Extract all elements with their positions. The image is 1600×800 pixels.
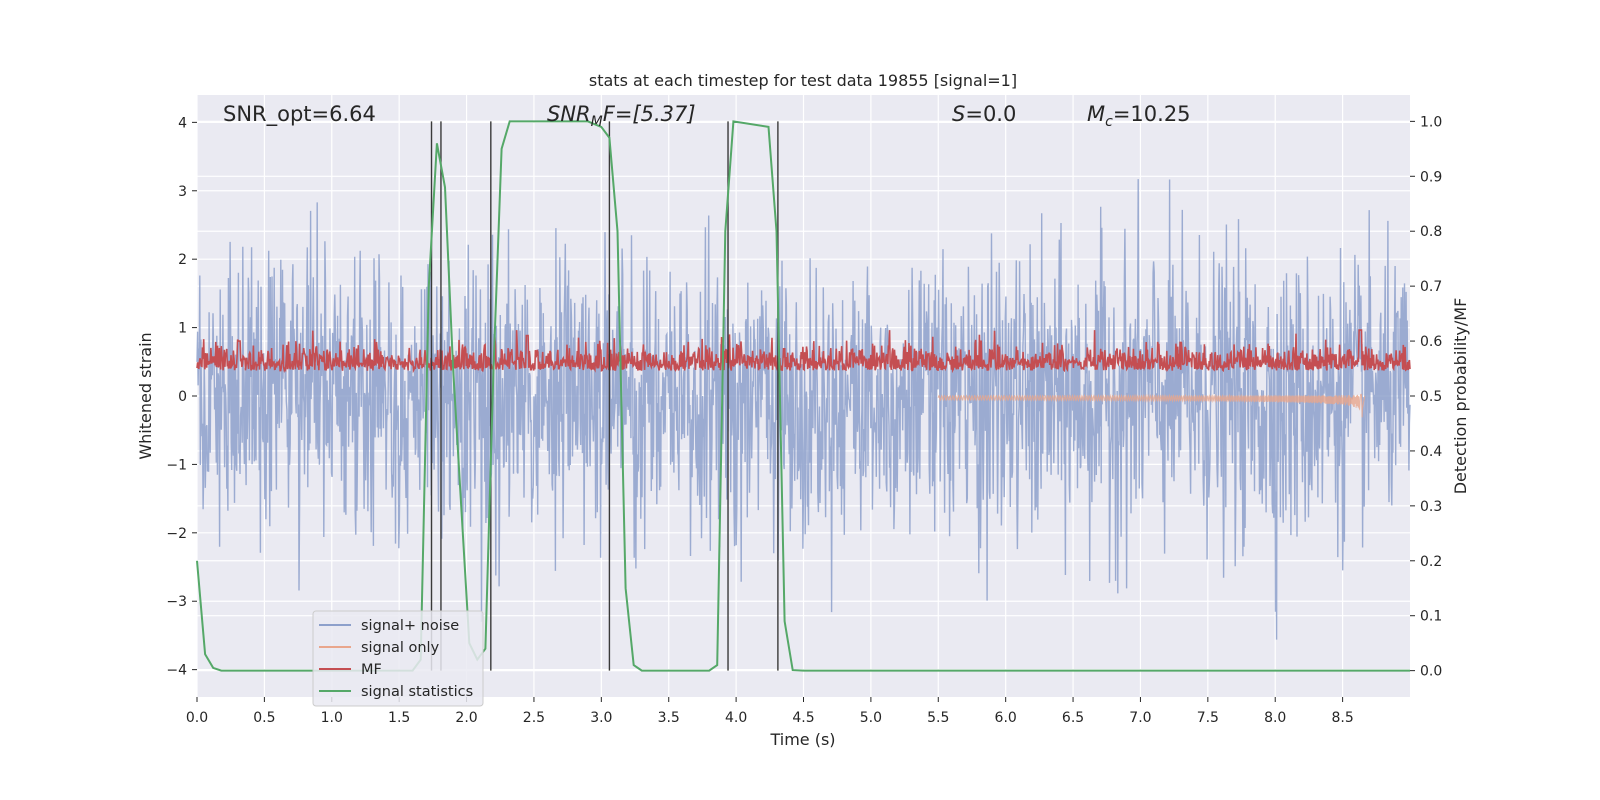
y-axis-label: Whitened strain bbox=[136, 332, 155, 459]
vertical-markers bbox=[430, 121, 779, 671]
x-tick-label-3: 1.5 bbox=[388, 710, 410, 726]
x-tick-label-9: 4.5 bbox=[792, 710, 814, 726]
y-right-tick-label-10: 0.0 bbox=[1420, 664, 1442, 680]
x-tick-label-8: 4.0 bbox=[725, 710, 747, 726]
x-tick-label-11: 5.5 bbox=[927, 710, 949, 726]
x-tick-label-14: 7.0 bbox=[1129, 710, 1151, 726]
x-axis-label: Time (s) bbox=[769, 730, 835, 749]
x-tick-label-17: 8.5 bbox=[1331, 710, 1353, 726]
y-right-tick-label-8: 0.2 bbox=[1420, 554, 1442, 570]
signal-only-line bbox=[937, 393, 1366, 418]
annotation-mc: Mc=10.25 bbox=[1087, 102, 1191, 130]
y-right-axis-label: Detection probability/MF bbox=[1451, 298, 1470, 495]
x-tick-label-12: 6.0 bbox=[995, 710, 1017, 726]
x-tick-label-5: 2.5 bbox=[523, 710, 545, 726]
x-tick-label-1: 0.5 bbox=[253, 710, 275, 726]
legend-label-signal-noise: signal+ noise bbox=[361, 618, 459, 634]
x-tick-label-16: 8.0 bbox=[1264, 710, 1286, 726]
series-signal-only bbox=[937, 393, 1366, 418]
y-right-tick-label-7: 0.3 bbox=[1420, 499, 1442, 515]
y-right-tick-label-1: 0.9 bbox=[1420, 169, 1442, 185]
y-tick-label-4: 0 bbox=[178, 389, 187, 405]
chart-title: stats at each timestep for test data 198… bbox=[589, 71, 1017, 90]
x-tick-label-2: 1.0 bbox=[321, 710, 343, 726]
y-right-tick-label-2: 0.8 bbox=[1420, 224, 1442, 240]
x-tick-label-4: 2.0 bbox=[455, 710, 477, 726]
y-right-tick-label-0: 1.0 bbox=[1420, 114, 1442, 130]
x-tick-label-10: 5.0 bbox=[860, 710, 882, 726]
annotation-s: S=0.0 bbox=[952, 102, 1016, 126]
mf-line bbox=[196, 329, 1411, 374]
series-signal-plus-noise bbox=[196, 179, 1411, 640]
y-tick-label-6: −2 bbox=[166, 526, 187, 542]
y-right-tick-label-6: 0.4 bbox=[1420, 444, 1442, 460]
x-tick-label-6: 3.0 bbox=[590, 710, 612, 726]
y-tick-label-7: −3 bbox=[166, 594, 187, 610]
y-right-tick-label-5: 0.5 bbox=[1420, 389, 1442, 405]
legend-box bbox=[312, 610, 484, 707]
legend-label-mf: MF bbox=[361, 662, 382, 678]
y-tick-label-3: 1 bbox=[178, 321, 187, 337]
y-tick-label-2: 2 bbox=[178, 252, 187, 268]
legend-label-signal-statistics: signal statistics bbox=[361, 684, 473, 700]
series-mf bbox=[196, 329, 1411, 374]
y-tick-label-0: 4 bbox=[178, 115, 187, 131]
y-right-tick-label-9: 0.1 bbox=[1420, 609, 1442, 625]
signal-plus-noise-line bbox=[196, 179, 1411, 640]
y-right-tick-label-4: 0.6 bbox=[1420, 334, 1442, 350]
y-tick-label-1: 3 bbox=[178, 184, 187, 200]
annotation-snr-mf: SNRMF=[5.37] bbox=[547, 102, 696, 130]
x-tick-label-13: 6.5 bbox=[1062, 710, 1084, 726]
axis-ticks: 0.0 0.5 1.0 1.5 2.0 2.5 3.0 3.5 4.0 4.5 5.0 5.5 6.0 6… bbox=[166, 114, 1442, 726]
legend-label-signal-only: signal only bbox=[361, 640, 440, 656]
y-right-tick-label-3: 0.7 bbox=[1420, 279, 1442, 295]
x-tick-label-0: 0.0 bbox=[186, 710, 208, 726]
y-tick-label-8: −4 bbox=[166, 663, 187, 679]
annotation-snr-opt: SNR_opt=6.64 bbox=[223, 102, 376, 127]
legend: signal+ noise signal only MF signal stat… bbox=[312, 610, 484, 707]
y-tick-label-5: −1 bbox=[166, 457, 187, 473]
x-tick-label-7: 3.5 bbox=[658, 710, 680, 726]
x-tick-label-15: 7.5 bbox=[1197, 710, 1219, 726]
